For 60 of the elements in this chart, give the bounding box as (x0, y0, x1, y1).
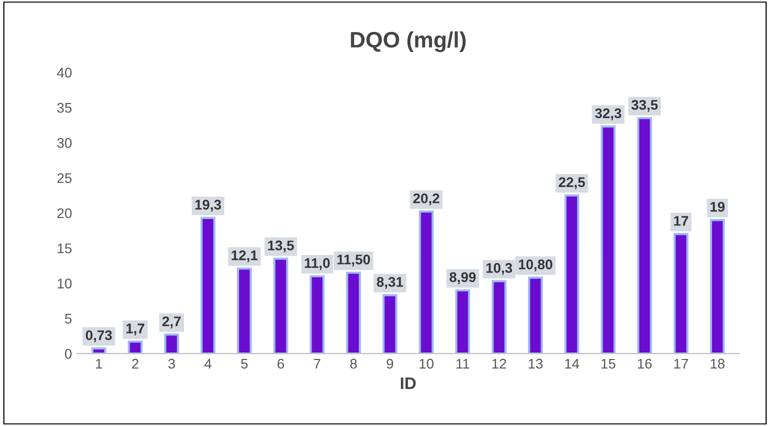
bar (492, 280, 506, 354)
y-tick-label: 0 (64, 348, 72, 359)
data-label: 8,99 (450, 272, 476, 284)
x-tick-label: 14 (565, 358, 580, 369)
data-label: 13,5 (268, 240, 294, 252)
data-label: 12,1 (232, 250, 258, 262)
x-tick-label: 5 (241, 358, 248, 369)
bar (91, 347, 106, 354)
x-tick-label: 6 (278, 358, 284, 369)
data-label: 19 (710, 202, 725, 212)
y-tick-label: 30 (57, 138, 72, 148)
bar (164, 334, 180, 354)
y-tick-label: 35 (57, 102, 72, 113)
x-tick-label: 18 (710, 358, 724, 369)
x-tick-label: 15 (602, 358, 616, 369)
bar (418, 210, 434, 354)
data-label: 2,7 (162, 316, 181, 328)
data-label: 11,0 (304, 258, 330, 270)
x-tick-label: 2 (132, 358, 138, 369)
data-label: 33,5 (631, 100, 658, 112)
data-label: 8,31 (376, 277, 404, 289)
x-tick-label: 12 (492, 358, 506, 369)
bar (674, 233, 688, 354)
bar (128, 340, 143, 354)
y-tick-label: 25 (57, 173, 72, 184)
y-tick-label: 5 (64, 314, 72, 324)
bar (382, 294, 398, 354)
data-label: 22,5 (558, 177, 585, 190)
bar (346, 272, 361, 354)
y-tick-label: 10 (58, 278, 72, 288)
data-label: 10,80 (518, 260, 552, 272)
y-tick-label: 20 (57, 208, 72, 218)
data-label: 11,50 (337, 254, 370, 266)
bar (528, 276, 543, 354)
data-label: 20,2 (413, 193, 440, 206)
x-axis-title: ID (400, 378, 416, 390)
x-tick-label: 11 (456, 358, 470, 369)
x-tick-label: 1 (96, 358, 102, 369)
data-label: 19,3 (195, 200, 221, 212)
data-label: 10,3 (486, 263, 512, 275)
x-tick-label: 3 (168, 358, 175, 369)
x-tick-label: 4 (204, 358, 212, 369)
bar (273, 258, 288, 354)
x-tick-label: 13 (528, 358, 543, 369)
chart-title: DQO (mg/l) (350, 31, 466, 52)
bar (637, 117, 652, 354)
x-tick-label: 7 (314, 358, 320, 369)
x-tick-label: 9 (386, 358, 394, 369)
x-tick-label: 10 (420, 358, 434, 369)
y-tick-label: 40 (57, 68, 72, 78)
data-label: 32,3 (595, 108, 622, 120)
x-tick-label: 17 (674, 358, 688, 369)
x-tick-label: 16 (638, 358, 652, 369)
bar (310, 275, 325, 354)
data-label: 1,7 (126, 324, 144, 336)
y-tick-label: 15 (58, 244, 72, 254)
bar (600, 126, 616, 354)
data-label: 17 (674, 216, 688, 226)
data-label: 0,73 (86, 330, 112, 342)
x-tick-label: 8 (350, 358, 357, 369)
